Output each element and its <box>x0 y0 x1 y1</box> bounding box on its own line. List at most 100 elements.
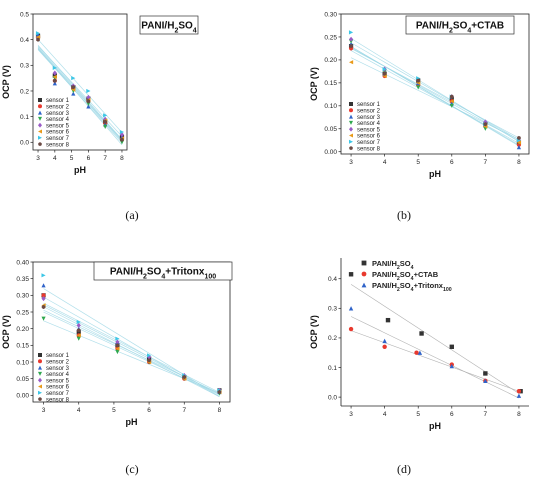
x-tick-label: 4 <box>383 159 387 166</box>
legend-marker <box>38 397 42 402</box>
legend-marker <box>361 282 367 288</box>
y-tick-label: 0.25 <box>16 309 29 316</box>
y-tick-label: 0.40 <box>16 259 29 266</box>
data-point <box>115 339 120 345</box>
y-tick-label: 0.35 <box>16 276 29 283</box>
legend-label: sensor 5 <box>46 123 70 129</box>
data-point <box>348 272 354 277</box>
y-tick-label: 0.15 <box>16 343 29 350</box>
fit-line <box>43 309 220 394</box>
y-tick-label: 0.20 <box>16 326 29 333</box>
data-point <box>52 70 57 76</box>
legend-marker <box>38 390 42 395</box>
data-point <box>35 34 41 40</box>
y-tick-label: 0.3 <box>328 306 337 313</box>
data-point <box>449 344 454 349</box>
panel-b: 3 4 5 6 7 8 0.00 0.05 0.10 0.15 0.20 0.25 0.30 pH OCP … <box>309 11 530 179</box>
y-tick-label: 0.10 <box>324 103 337 110</box>
panel-a: 3 4 5 6 7 8 0.0 0.1 0.2 0.3 0.4 0.5 pH OCP (V) PANI/H2… <box>1 11 199 175</box>
fit-line <box>350 316 520 399</box>
legend-label: sensor 7 <box>46 136 70 142</box>
y-tick-label: 0.30 <box>16 293 29 300</box>
legend-label: PANI/H2SO4+Tritonx100 <box>372 281 452 293</box>
data-point <box>103 119 107 124</box>
data-point <box>119 129 125 135</box>
chart-title: PANI/H2SO4+Tritonx100 <box>110 267 216 281</box>
legend-marker <box>38 98 42 102</box>
data-point <box>483 119 488 125</box>
data-point <box>36 37 40 42</box>
data-point <box>76 336 81 341</box>
legend-label: sensor 4 <box>46 372 70 378</box>
x-tick-label: 4 <box>53 155 57 162</box>
panel-d: 3 4 5 6 7 8 0.0 0.1 0.2 0.3 0.4 pH OCP (V) PANI/H2SO4… <box>309 258 529 431</box>
data-point <box>417 350 423 355</box>
data-point <box>41 304 46 310</box>
legend-label: sensor 6 <box>46 385 70 391</box>
y-tick-label: 0.0 <box>20 140 29 147</box>
y-axis-label: OCP (V) <box>1 65 11 99</box>
fit-line <box>350 42 520 141</box>
data-point <box>120 137 124 142</box>
data-point <box>348 60 354 65</box>
legend-label: sensor 5 <box>46 378 70 384</box>
y-tick-label: 0.00 <box>16 393 29 400</box>
legend-marker <box>38 359 42 364</box>
data-point <box>414 350 419 355</box>
fit-line <box>43 288 220 397</box>
data-point <box>115 343 120 348</box>
x-tick-label: 6 <box>450 411 454 418</box>
x-axis-label: pH <box>429 421 441 431</box>
x-tick-label: 3 <box>349 159 353 166</box>
data-point <box>52 74 57 79</box>
legend-label: sensor 8 <box>46 397 70 403</box>
data-point <box>449 363 454 369</box>
y-tick-label: 0.25 <box>324 34 337 41</box>
data-point <box>86 99 91 104</box>
y-axis-label: OCP (V) <box>309 67 319 101</box>
legend-marker <box>349 133 353 138</box>
data-point <box>41 283 46 288</box>
y-tick-label: 0.4 <box>328 276 337 283</box>
data-point <box>483 122 488 127</box>
legend-label: sensor 4 <box>46 117 70 123</box>
x-tick-label: 7 <box>103 155 107 162</box>
data-point <box>52 81 57 86</box>
data-point <box>41 273 46 278</box>
data-point <box>516 140 522 145</box>
y-tick-label: 0.1 <box>20 114 29 121</box>
data-point <box>52 73 57 78</box>
data-point <box>517 135 521 141</box>
data-point <box>146 353 152 358</box>
legend-label: sensor 8 <box>46 142 70 148</box>
data-point <box>449 99 454 104</box>
legend-marker <box>38 110 42 115</box>
fit-line <box>37 48 123 141</box>
y-axis-label: OCP (V) <box>1 315 11 349</box>
data-point <box>76 322 81 328</box>
data-point <box>516 389 522 394</box>
y-tick-label: 0.2 <box>328 335 337 342</box>
data-point <box>348 36 354 42</box>
plot-frame <box>340 13 530 155</box>
legend-marker <box>349 120 353 125</box>
x-tick-label: 6 <box>147 407 151 414</box>
legend-marker <box>38 371 42 376</box>
legend-marker <box>38 104 42 109</box>
data-point <box>348 30 354 35</box>
data-point <box>76 319 81 325</box>
fit-line <box>350 284 520 394</box>
legend-marker <box>349 139 353 144</box>
panel-label-c: (c) <box>125 462 138 476</box>
y-tick-label: 0.4 <box>20 37 29 44</box>
data-point <box>41 296 46 302</box>
y-tick-label: 0.1 <box>328 365 337 372</box>
legend-label: sensor 3 <box>46 366 70 372</box>
x-tick-label: 3 <box>42 407 46 414</box>
y-tick-label: 0.15 <box>324 80 337 87</box>
data-point <box>115 346 120 351</box>
data-point <box>147 358 151 363</box>
data-point <box>86 101 91 106</box>
data-point <box>382 66 387 72</box>
data-point <box>119 140 125 145</box>
